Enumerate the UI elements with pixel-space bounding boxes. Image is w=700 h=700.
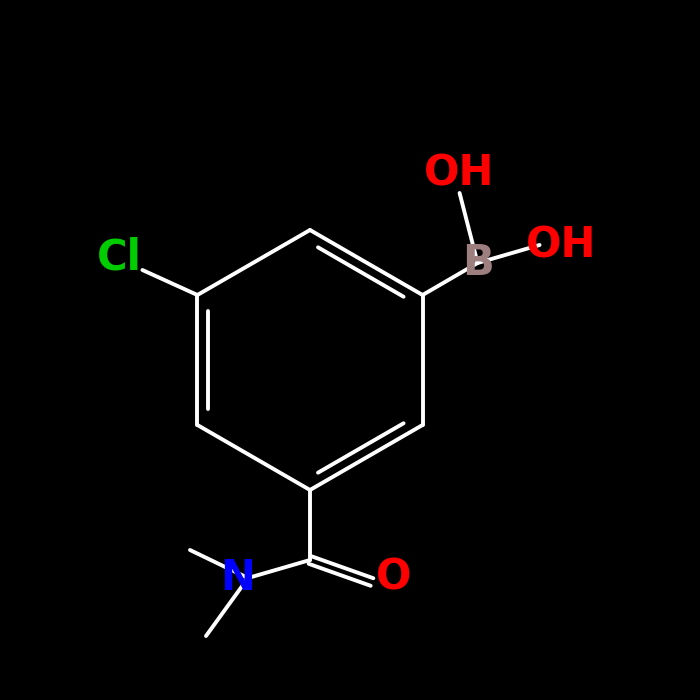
Text: O: O: [377, 557, 412, 599]
Text: OH: OH: [526, 224, 597, 266]
Text: B: B: [462, 242, 493, 284]
Text: Cl: Cl: [97, 237, 142, 279]
Text: N: N: [220, 557, 256, 599]
Text: OH: OH: [424, 152, 495, 194]
